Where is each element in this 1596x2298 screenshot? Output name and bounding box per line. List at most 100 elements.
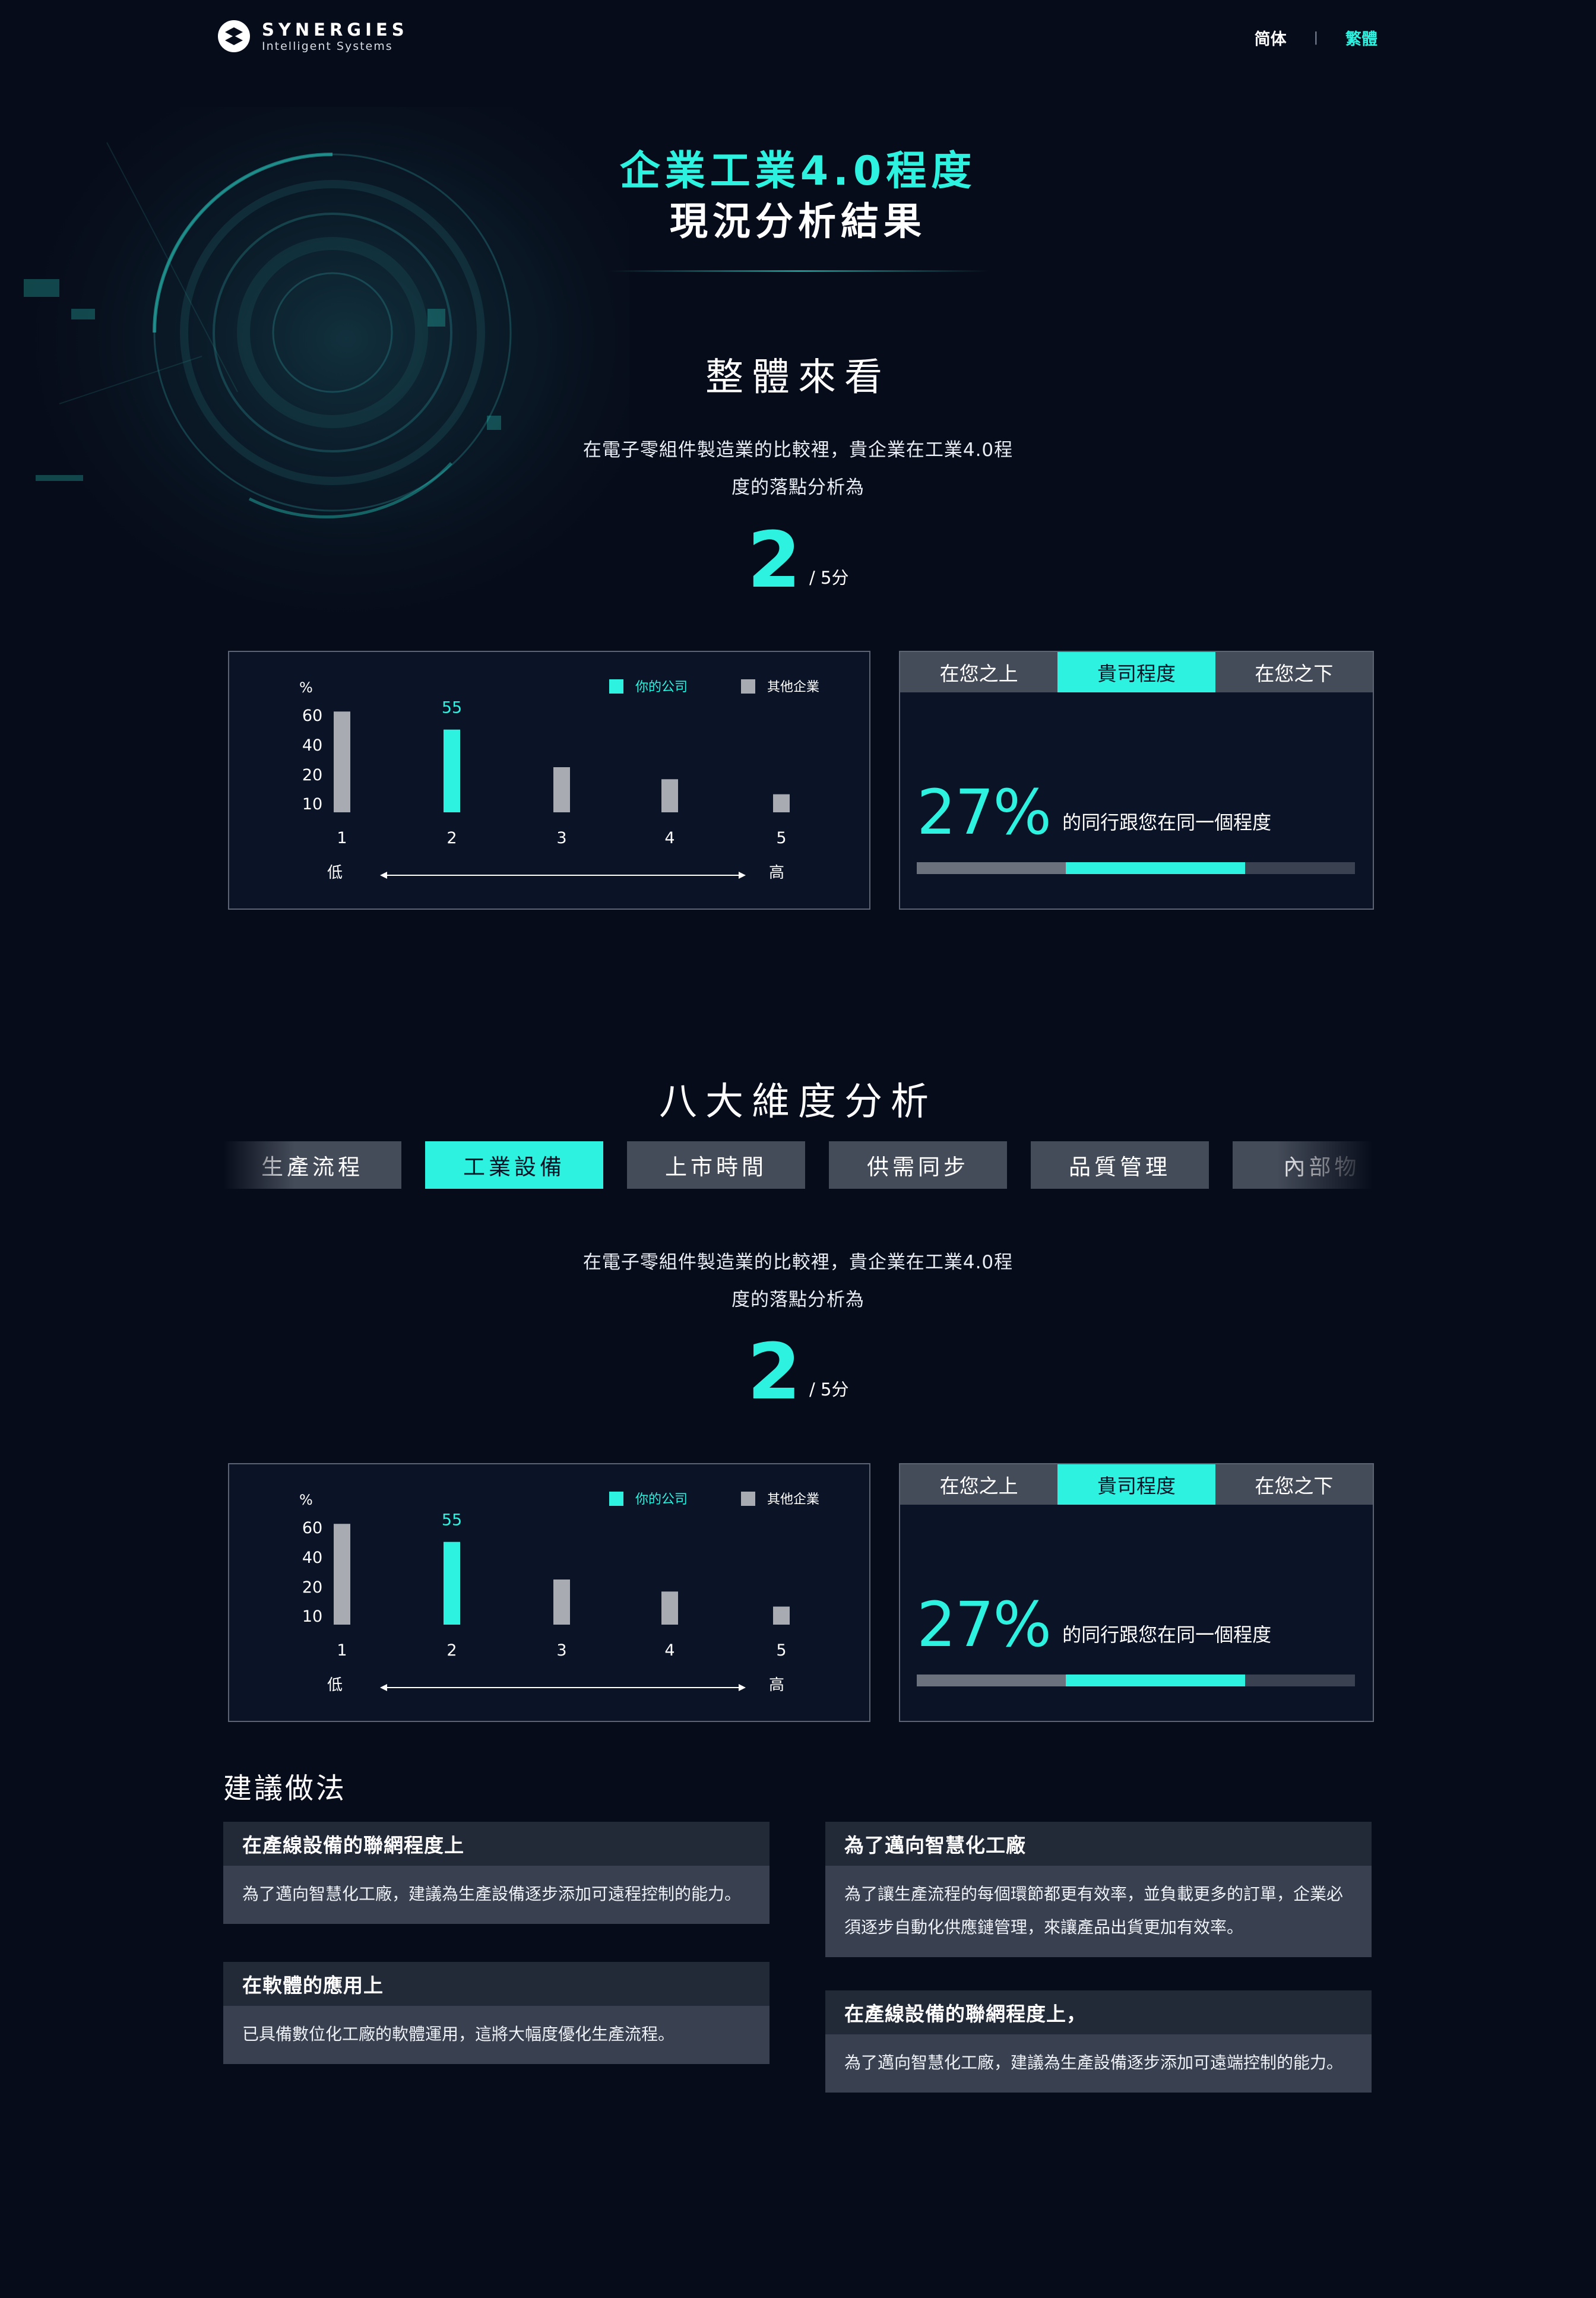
- bar-other-companies: [661, 779, 678, 812]
- synergies-logo-icon: [218, 20, 250, 52]
- axis-arrow-right: [739, 1684, 746, 1691]
- logo[interactable]: SYNERGIES Intelligent Systems: [217, 19, 408, 53]
- legend-swatch-other-companies: [741, 1492, 755, 1506]
- dimension-bar-chart: % 10 20 40 60 1 55 2 3 4 5 低 高 你的公司 其他企業: [228, 1463, 870, 1722]
- overall-bar-chart-svg: % 10 20 40 60 1 55 2 3 4 5 低 高 你的公司 其他企業: [299, 679, 819, 882]
- tab-below-you[interactable]: 在您之下: [1215, 1464, 1373, 1505]
- tab-supply-demand-sync[interactable]: 供需同步: [829, 1141, 1007, 1189]
- bar-data-label: 55: [442, 1511, 462, 1530]
- suggestion-card: 為了邁向智慧化工廠 為了讓生產流程的每個環節都更有效率，並負載更多的訂單，企業必…: [825, 1822, 1372, 1957]
- axis-low-label: 低: [327, 864, 343, 882]
- brand-name: SYNERGIES: [262, 20, 408, 40]
- dimension-percent-row: 27% 的同行跟您在同一個程度: [917, 1594, 1271, 1656]
- overall-distribution-bar: [917, 862, 1355, 874]
- x-tick-label: 3: [556, 1641, 566, 1660]
- dimension-score-value: 2: [747, 1327, 801, 1417]
- tab-above-you[interactable]: 在您之上: [900, 652, 1058, 692]
- suggestion-card-heading: 為了邁向智慧化工廠: [825, 1822, 1372, 1866]
- overall-level-tabs: 在您之上 貴司程度 在您之下: [900, 652, 1373, 692]
- dimension-description-line2: 度的落點分析為: [732, 1289, 864, 1311]
- suggestion-card-heading: 在產線設備的聯網程度上: [223, 1822, 770, 1866]
- dimension-description-line1: 在電子零組件製造業的比較裡，貴企業在工業4.0程: [582, 1252, 1014, 1273]
- y-tick-label: 20: [302, 1578, 322, 1597]
- tab-industrial-equipment[interactable]: 工業設備: [425, 1141, 603, 1189]
- dimension-level-panel: 在您之上 貴司程度 在您之下 27% 的同行跟您在同一個程度: [899, 1463, 1374, 1722]
- x-tick-label: 5: [776, 829, 786, 847]
- bar-other-companies: [334, 1524, 350, 1625]
- y-tick-label: 40: [302, 736, 322, 755]
- legend-label-your-company: 你的公司: [635, 1492, 688, 1507]
- x-tick-label: 3: [556, 829, 566, 847]
- tab-below-you[interactable]: 在您之下: [1215, 652, 1373, 692]
- lang-traditional-link[interactable]: 繁體: [1345, 30, 1378, 49]
- axis-arrow-right: [739, 872, 746, 879]
- distribution-same-segment: [1065, 1675, 1246, 1686]
- x-tick-label: 1: [337, 829, 347, 847]
- tab-time-to-market[interactable]: 上市時間: [627, 1141, 805, 1189]
- bar-your-company: [444, 729, 460, 812]
- bar-other-companies: [553, 1580, 570, 1625]
- x-tick-label: 2: [446, 1641, 457, 1660]
- bar-data-label: 55: [442, 699, 462, 717]
- bar-other-companies: [553, 767, 570, 812]
- suggestion-card: 在產線設備的聯網程度上， 為了邁向智慧化工廠，建議為生產設備逐步添加可遠端控制的…: [825, 1990, 1372, 2093]
- tab-your-level[interactable]: 貴司程度: [1057, 1464, 1215, 1505]
- dimension-level-tabs: 在您之上 貴司程度 在您之下: [900, 1464, 1373, 1505]
- axis-arrow-left: [380, 872, 387, 879]
- axis-arrow-left: [380, 1684, 387, 1691]
- x-tick-label: 1: [337, 1641, 347, 1660]
- distribution-below-segment: [1245, 1675, 1355, 1686]
- legend-swatch-your-company: [609, 679, 623, 694]
- suggestion-card-heading: 在軟體的應用上: [223, 1962, 770, 2006]
- bar-other-companies: [334, 711, 350, 812]
- bar-other-companies: [661, 1591, 678, 1625]
- tab-your-level[interactable]: 貴司程度: [1057, 652, 1215, 692]
- lang-simplified-link[interactable]: 简体: [1254, 30, 1287, 49]
- distribution-same-segment: [1065, 862, 1246, 874]
- brand-tagline: Intelligent Systems: [262, 40, 393, 53]
- language-switcher: 简体 | 繁體: [1255, 26, 1378, 49]
- suggestion-card: 在產線設備的聯網程度上 為了邁向智慧化工廠，建議為生產設備逐步添加可遠程控制的能…: [223, 1822, 770, 1924]
- tab-quality-management[interactable]: 品質管理: [1031, 1141, 1209, 1189]
- tab-above-you[interactable]: 在您之上: [900, 1464, 1058, 1505]
- hero-background-graphic: [0, 107, 629, 659]
- dimensions-section-title: 八大維度分析: [659, 1080, 937, 1124]
- x-tick-label: 5: [776, 1641, 786, 1660]
- y-tick-label: 60: [302, 1519, 322, 1537]
- dimension-distribution-bar: [917, 1675, 1355, 1686]
- bar-other-companies: [773, 1606, 790, 1625]
- suggestion-card-body: 為了邁向智慧化工廠，建議為生產設備逐步添加可遠端控制的能力。: [825, 2034, 1372, 2093]
- x-tick-label: 4: [664, 829, 674, 847]
- axis-high-label: 高: [769, 864, 784, 882]
- lang-separator: |: [1313, 30, 1318, 45]
- overall-level-panel: 在您之上 貴司程度 在您之下 27% 的同行跟您在同一個程度: [899, 651, 1374, 910]
- y-tick-label: 20: [302, 766, 322, 784]
- suggestion-card: 在軟體的應用上 已具備數位化工廠的軟體運用，這將大幅度優化生產流程。: [223, 1962, 770, 2064]
- overall-percent-value: 27%: [917, 776, 1052, 849]
- legend-swatch-your-company: [609, 1492, 623, 1506]
- y-axis-unit: %: [299, 1492, 313, 1508]
- suggestion-card-heading: 在產線設備的聯網程度上，: [825, 1990, 1372, 2034]
- overall-percent-row: 27% 的同行跟您在同一個程度: [917, 781, 1271, 843]
- y-tick-label: 60: [302, 707, 322, 725]
- page-title: 企業工業4.0程度: [619, 148, 977, 195]
- y-tick-label: 10: [302, 795, 322, 814]
- y-axis-unit: %: [299, 679, 313, 696]
- overall-score-suffix: / 5分: [809, 568, 849, 588]
- dimension-percent-label: 的同行跟您在同一個程度: [1062, 1623, 1272, 1646]
- overall-bar-chart: % 10 20 40 60 1 55 2 3 4 5 低 高 你的公司 其他企業: [228, 651, 870, 910]
- suggestion-card-body: 已具備數位化工廠的軟體運用，這將大幅度優化生產流程。: [223, 2006, 770, 2064]
- page-subtitle: 現況分析結果: [670, 200, 926, 244]
- y-tick-label: 40: [302, 1549, 322, 1567]
- title-divider: [609, 270, 989, 272]
- dimension-score-suffix: / 5分: [809, 1379, 849, 1400]
- tabs-fade-right: [1277, 1141, 1383, 1189]
- dimension-percent-value: 27%: [917, 1588, 1052, 1661]
- dimension-tabs: 生產流程 工業設備 上市時間 供需同步 品質管理 內部物: [223, 1141, 1379, 1189]
- legend-swatch-other-companies: [741, 679, 755, 694]
- bar-your-company: [444, 1542, 460, 1625]
- suggestions-title: 建議做法: [223, 1772, 347, 1805]
- overall-description-line1: 在電子零組件製造業的比較裡，貴企業在工業4.0程: [582, 439, 1014, 461]
- x-tick-label: 4: [664, 1641, 674, 1660]
- distribution-above-segment: [917, 862, 1066, 874]
